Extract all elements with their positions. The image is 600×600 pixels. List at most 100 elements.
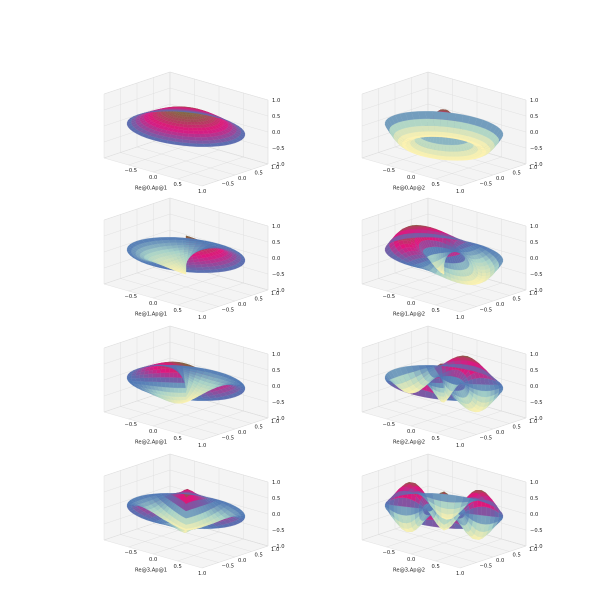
surface-patch — [481, 150, 487, 153]
z-tick-label: −0.5 — [272, 528, 285, 534]
surface-patch — [489, 384, 495, 391]
surface-mesh — [384, 109, 504, 161]
surface-patch — [177, 377, 183, 383]
surface-patch — [434, 131, 442, 136]
surface-patch — [485, 384, 491, 392]
z-tick-label: 0.0 — [272, 384, 280, 390]
surface-patch — [143, 373, 149, 379]
z-tick-label: 0.5 — [272, 114, 280, 120]
surface-patch — [442, 247, 446, 253]
x-tick-label: 0.5 — [432, 308, 440, 314]
z-tick-label: −1.0 — [530, 288, 543, 294]
y-tick-label: 0.5 — [513, 171, 521, 177]
z-tick-label: 0.0 — [272, 512, 280, 518]
surface-patch — [435, 382, 441, 388]
grid-line-z-3 — [361, 213, 527, 243]
surface-patch — [433, 118, 442, 127]
surface-patch — [453, 120, 462, 129]
surface-patch — [184, 118, 188, 122]
y-tick-label: 0.0 — [238, 430, 246, 436]
surface-mesh — [384, 225, 504, 285]
surface-patch — [169, 377, 174, 383]
x-tick-label: 0.5 — [174, 436, 182, 442]
surface-patch — [434, 125, 442, 132]
surface-patch — [169, 372, 174, 378]
z-tick-label: −1.0 — [530, 416, 543, 422]
surface-patch — [440, 396, 445, 400]
x-tick-label: 1.0 — [198, 315, 206, 321]
z-tick-label: −1.0 — [272, 162, 285, 168]
surface-patch — [188, 264, 196, 268]
surface-patch — [169, 368, 174, 373]
surface-patch — [447, 126, 455, 134]
surface-patch — [427, 125, 436, 132]
surface-patch — [481, 390, 487, 398]
y-tick-label: 0.0 — [496, 176, 504, 182]
z-tick-label: −1.0 — [272, 544, 285, 550]
x-axis-label: Re@0,Ap@1 — [135, 185, 167, 191]
surface-patch — [188, 262, 196, 266]
grid-line-z-4 — [361, 71, 527, 101]
x-tick-label: 1.0 — [198, 189, 206, 195]
x-tick-label: 1.0 — [198, 571, 206, 577]
x-tick-label: 0.0 — [407, 429, 415, 435]
y-tick-label: −0.5 — [222, 182, 235, 188]
surface-patch — [169, 242, 178, 246]
surface-plot-8: −0.50.00.51.0−0.50.00.51.0−1.0−0.50.00.5… — [361, 453, 543, 577]
grid-line-z-4 — [361, 197, 527, 227]
surface-patch — [182, 242, 190, 245]
surface-patch — [445, 151, 451, 157]
x-tick-label: 0.5 — [432, 436, 440, 442]
surface-patch — [440, 111, 449, 121]
surface-patch — [126, 378, 133, 382]
surface-patch — [447, 112, 456, 122]
grid-line-z-4 — [103, 71, 269, 101]
surface-patch — [147, 377, 154, 382]
surface-patch — [454, 113, 464, 123]
surface-patch — [178, 392, 183, 398]
surface-patch — [156, 372, 161, 378]
grid-line-z-2 — [103, 103, 269, 133]
surface-patch — [476, 384, 483, 391]
surface-plot-4: −0.50.00.51.0−0.50.00.51.0−1.0−0.50.00.5… — [361, 197, 543, 321]
z-tick-label: 0.5 — [530, 240, 538, 246]
x-tick-label: 0.5 — [174, 308, 182, 314]
surface-patch — [182, 132, 190, 137]
y-tick-label: 1.0 — [271, 291, 279, 297]
surface-plot-5: −0.50.00.51.0−0.50.00.51.0−1.0−0.50.00.5… — [103, 325, 285, 449]
surface-patch — [187, 127, 194, 131]
y-tick-label: 0.0 — [238, 176, 246, 182]
surface-patch — [164, 377, 170, 383]
grid-line-z-3 — [103, 213, 269, 243]
surface-patch — [173, 387, 179, 393]
surface-patch — [441, 144, 446, 152]
z-tick-label: 1.0 — [272, 480, 280, 486]
y-tick-label: −0.5 — [222, 564, 235, 570]
x-tick-label: 1.0 — [198, 443, 206, 449]
surface-plot-2: −0.50.00.51.0−0.50.00.51.0−1.0−0.50.00.5… — [361, 71, 543, 195]
surface-patch — [481, 275, 487, 279]
z-tick-label: −0.5 — [530, 146, 543, 152]
y-tick-label: 0.5 — [255, 425, 263, 431]
surface-plot-1: −0.50.00.51.0−0.50.00.51.0−1.0−0.50.00.5… — [103, 71, 285, 195]
x-tick-label: 0.0 — [407, 301, 415, 307]
z-tick-label: −0.5 — [272, 146, 285, 152]
surface-patch — [182, 396, 187, 401]
x-axis-label: Re@1,Ap@2 — [393, 311, 425, 317]
surface-patch — [481, 384, 487, 392]
surface-patch — [164, 368, 170, 373]
surface-patch — [167, 110, 176, 112]
surface-patch — [177, 382, 183, 388]
surface-patch — [173, 377, 178, 383]
surface-patch — [441, 150, 447, 157]
x-tick-label: −0.5 — [383, 422, 396, 428]
x-axis-label: Re@2,Ap@1 — [135, 439, 167, 445]
surface-patch — [160, 368, 166, 374]
x-tick-label: −0.5 — [383, 168, 396, 174]
surface-patch — [188, 139, 197, 144]
z-tick-label: 1.0 — [530, 224, 538, 230]
z-tick-label: 0.0 — [272, 256, 280, 262]
z-tick-label: −1.0 — [272, 416, 285, 422]
surface-patch — [173, 382, 179, 389]
z-tick-label: −1.0 — [530, 162, 543, 168]
